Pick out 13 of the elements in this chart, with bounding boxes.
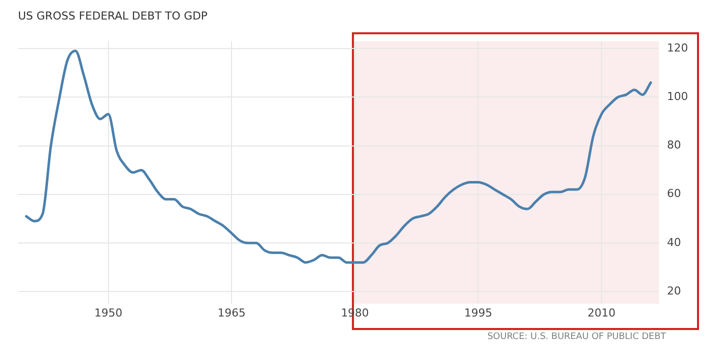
y-tick-label: 40 <box>667 236 682 249</box>
y-tick-label: 20 <box>667 284 682 298</box>
source-note: SOURCE: U.S. BUREAU OF PUBLIC DEBT <box>487 332 666 342</box>
y-tick-label: 120 <box>667 41 688 54</box>
chart-title: US GROSS FEDERAL DEBT TO GDP <box>18 9 208 22</box>
x-tick-label: 1965 <box>218 306 246 320</box>
line-series <box>24 50 652 264</box>
y-tick-label: 100 <box>667 90 688 103</box>
y-tick-label: 80 <box>667 138 682 152</box>
x-tick-label: 2010 <box>587 306 616 320</box>
x-tick-label: 1950 <box>94 306 122 320</box>
y-tick-label: 60 <box>667 187 682 200</box>
x-tick-label: 1995 <box>464 306 492 320</box>
